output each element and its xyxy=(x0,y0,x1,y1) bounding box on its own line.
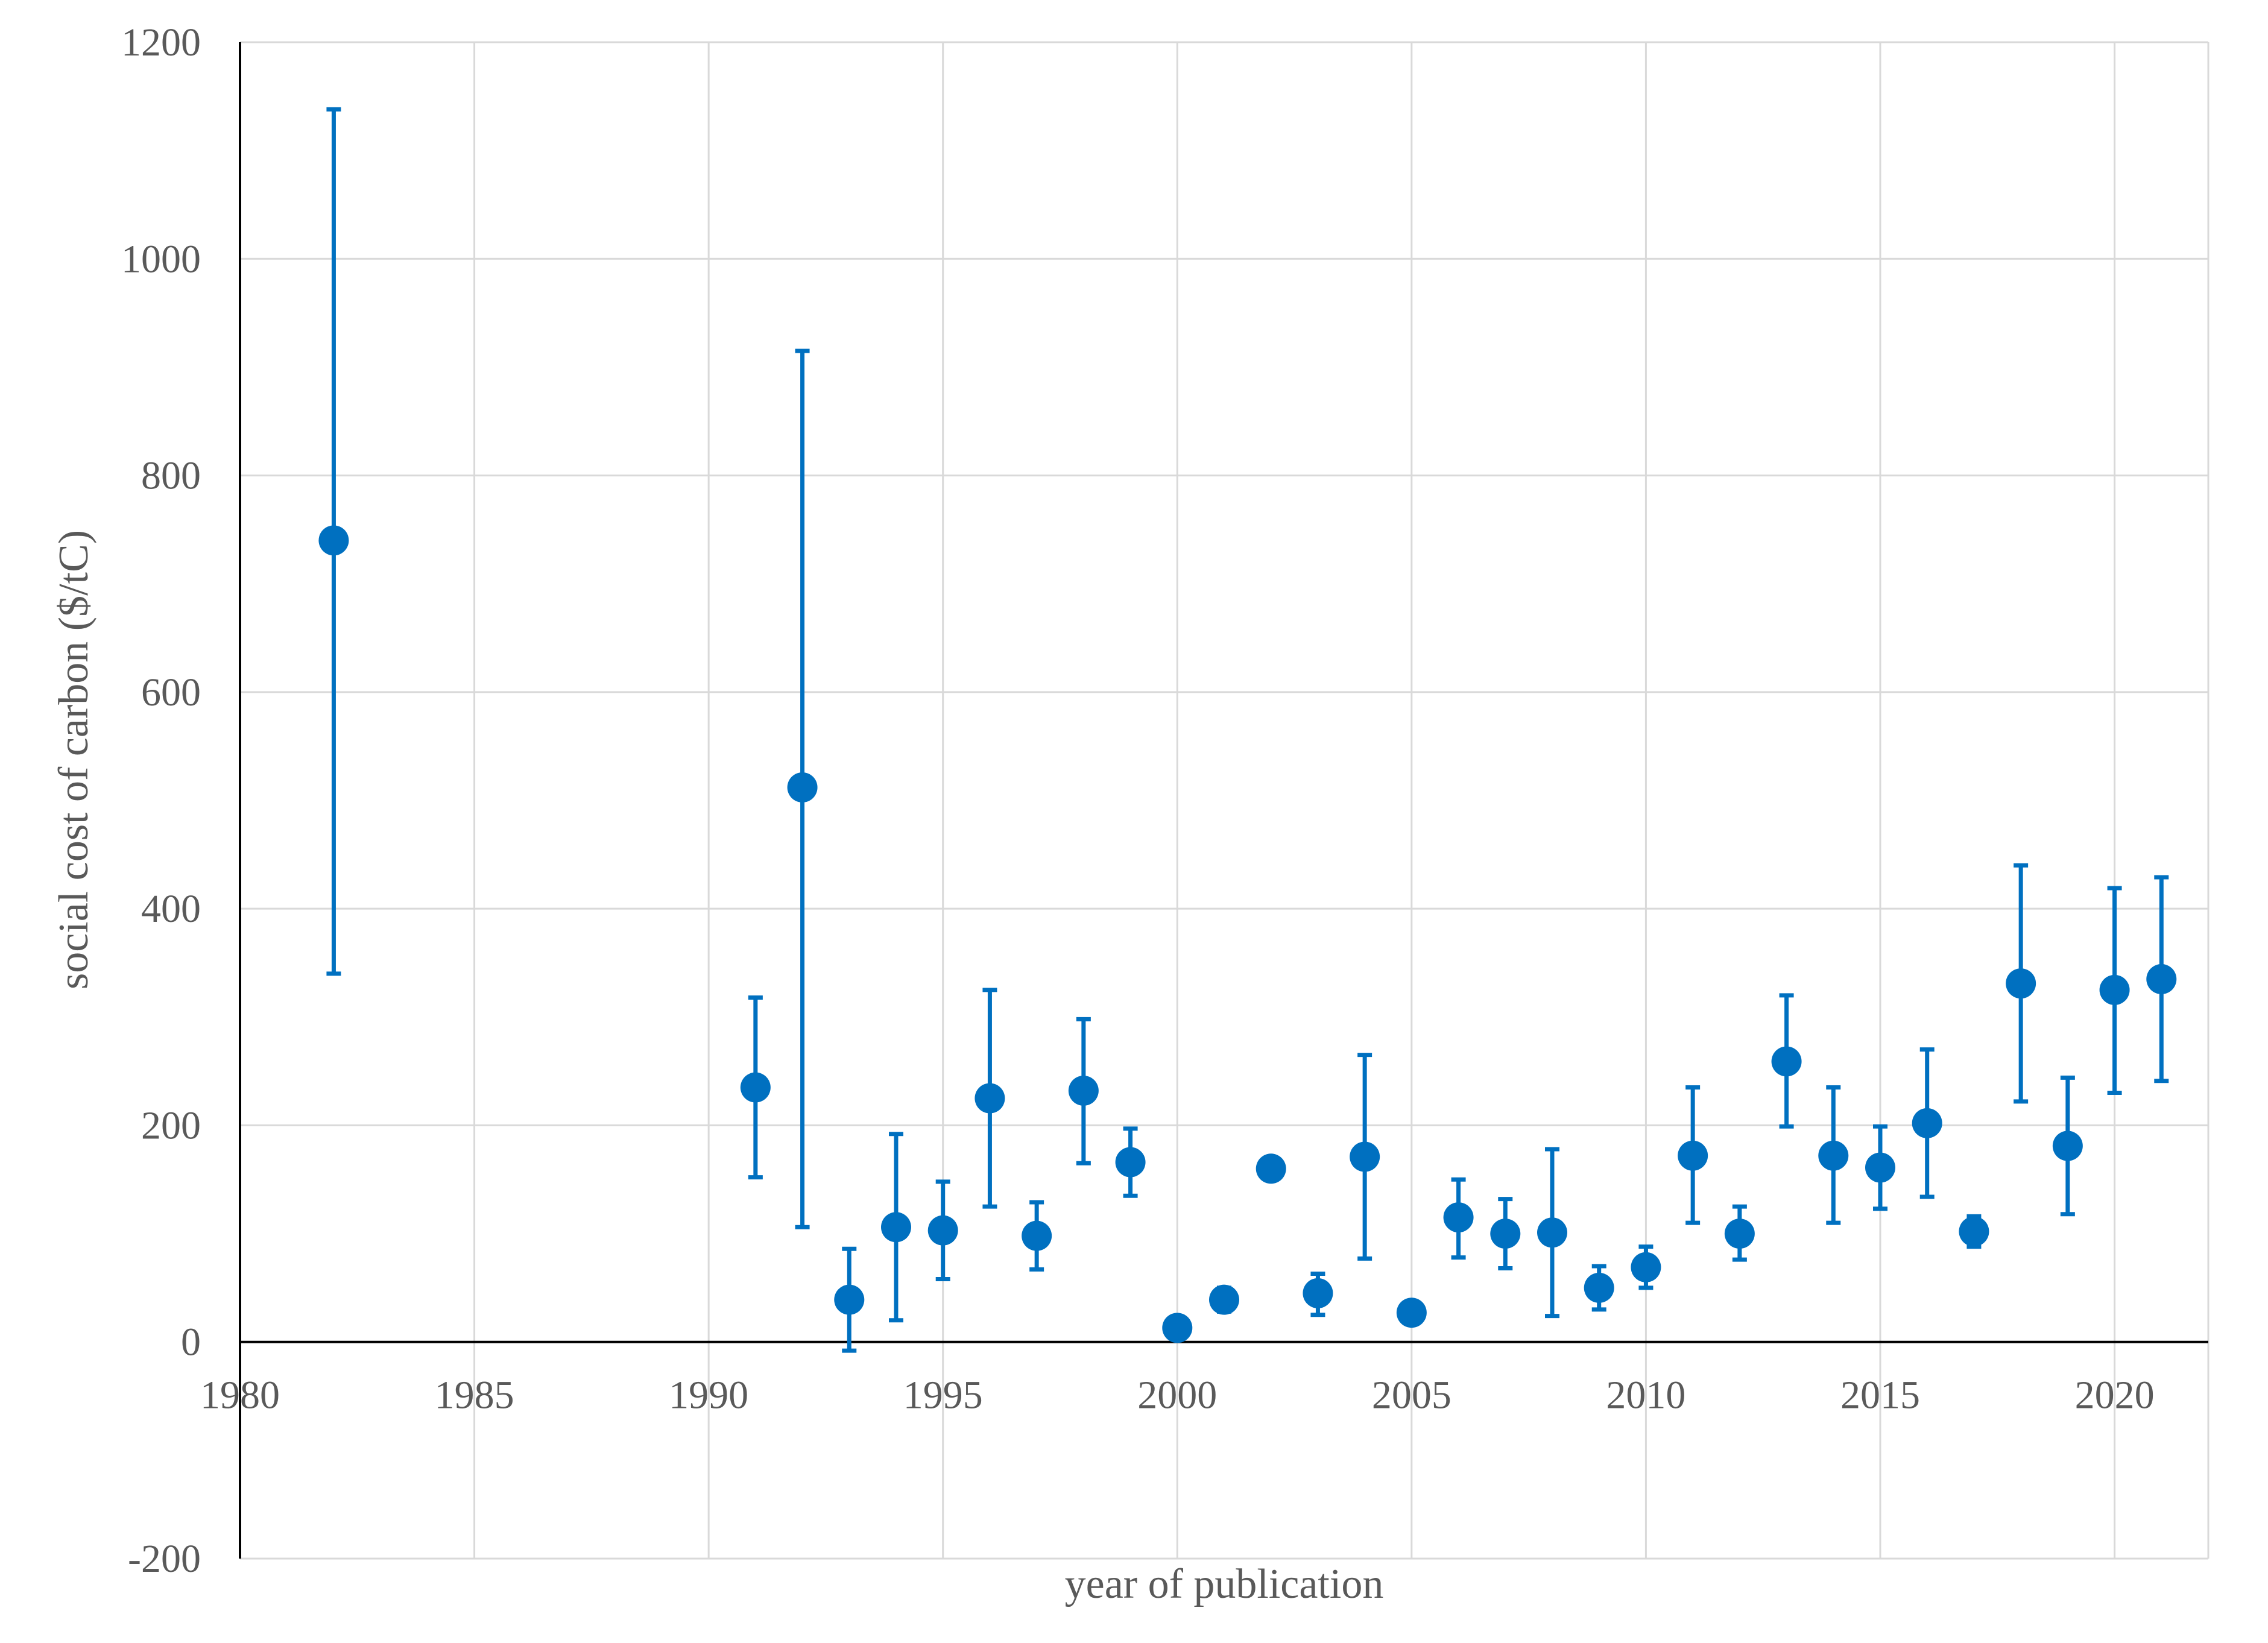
data-point xyxy=(2006,968,2036,999)
x-tick-label: 1995 xyxy=(903,1373,983,1418)
data-point xyxy=(1209,1284,1239,1315)
y-tick-label: 800 xyxy=(141,454,201,498)
y-tick-label: 600 xyxy=(141,670,201,714)
x-tick-label: 1985 xyxy=(435,1373,514,1418)
data-point xyxy=(927,1215,958,1246)
data-point xyxy=(1068,1075,1099,1106)
x-tick-label: 2005 xyxy=(1372,1373,1451,1418)
y-tick-label: 1000 xyxy=(121,237,201,281)
data-point xyxy=(834,1284,865,1315)
data-point xyxy=(1959,1216,1989,1247)
y-tick-label: 1200 xyxy=(121,20,201,65)
x-tick-label: 2020 xyxy=(2075,1373,2155,1418)
x-tick-label: 2000 xyxy=(1137,1373,1217,1418)
gridlines xyxy=(240,41,2210,1560)
data-point xyxy=(1443,1202,1474,1233)
data-point xyxy=(1771,1046,1802,1077)
data-point xyxy=(1162,1313,1193,1343)
data-point xyxy=(1490,1219,1521,1249)
x-axis-title: year of publication xyxy=(1065,1561,1384,1607)
data-point xyxy=(740,1072,771,1103)
data-point xyxy=(2146,963,2177,994)
data-point xyxy=(881,1212,911,1243)
data-point xyxy=(1537,1217,1567,1248)
y-tick-label: -200 xyxy=(128,1537,201,1581)
tick-labels: -200 0 200 400 600 800 1000 1200 1980 1985 1990 199… xyxy=(121,20,2155,1581)
data-points xyxy=(318,525,2177,1343)
y-tick-label: 200 xyxy=(141,1103,201,1147)
axes xyxy=(239,42,2208,1559)
data-point xyxy=(2099,974,2130,1005)
data-point xyxy=(1022,1220,1052,1251)
data-point xyxy=(787,772,818,803)
data-point xyxy=(1350,1141,1380,1172)
data-point xyxy=(974,1083,1005,1114)
data-point xyxy=(1912,1108,1942,1138)
x-tick-label: 2010 xyxy=(1606,1373,1685,1418)
y-tick-label: 0 xyxy=(181,1320,201,1364)
x-tick-label: 1980 xyxy=(200,1373,280,1418)
x-tick-label: 2015 xyxy=(1840,1373,1920,1418)
data-point xyxy=(1631,1252,1661,1282)
y-axis-title: social cost of carbon ($/tC) xyxy=(51,530,97,989)
data-point xyxy=(1303,1278,1333,1308)
data-point xyxy=(1396,1298,1427,1328)
data-point xyxy=(318,525,349,556)
x-tick-label: 1990 xyxy=(669,1373,748,1418)
data-point xyxy=(1678,1140,1708,1171)
data-point xyxy=(1724,1219,1755,1249)
data-point xyxy=(2052,1131,2083,1161)
y-tick-label: 400 xyxy=(141,887,201,931)
data-point xyxy=(1865,1152,1895,1183)
data-point xyxy=(1115,1147,1146,1178)
data-point xyxy=(1584,1272,1614,1303)
data-point xyxy=(1256,1153,1286,1184)
data-point xyxy=(1818,1140,1849,1171)
